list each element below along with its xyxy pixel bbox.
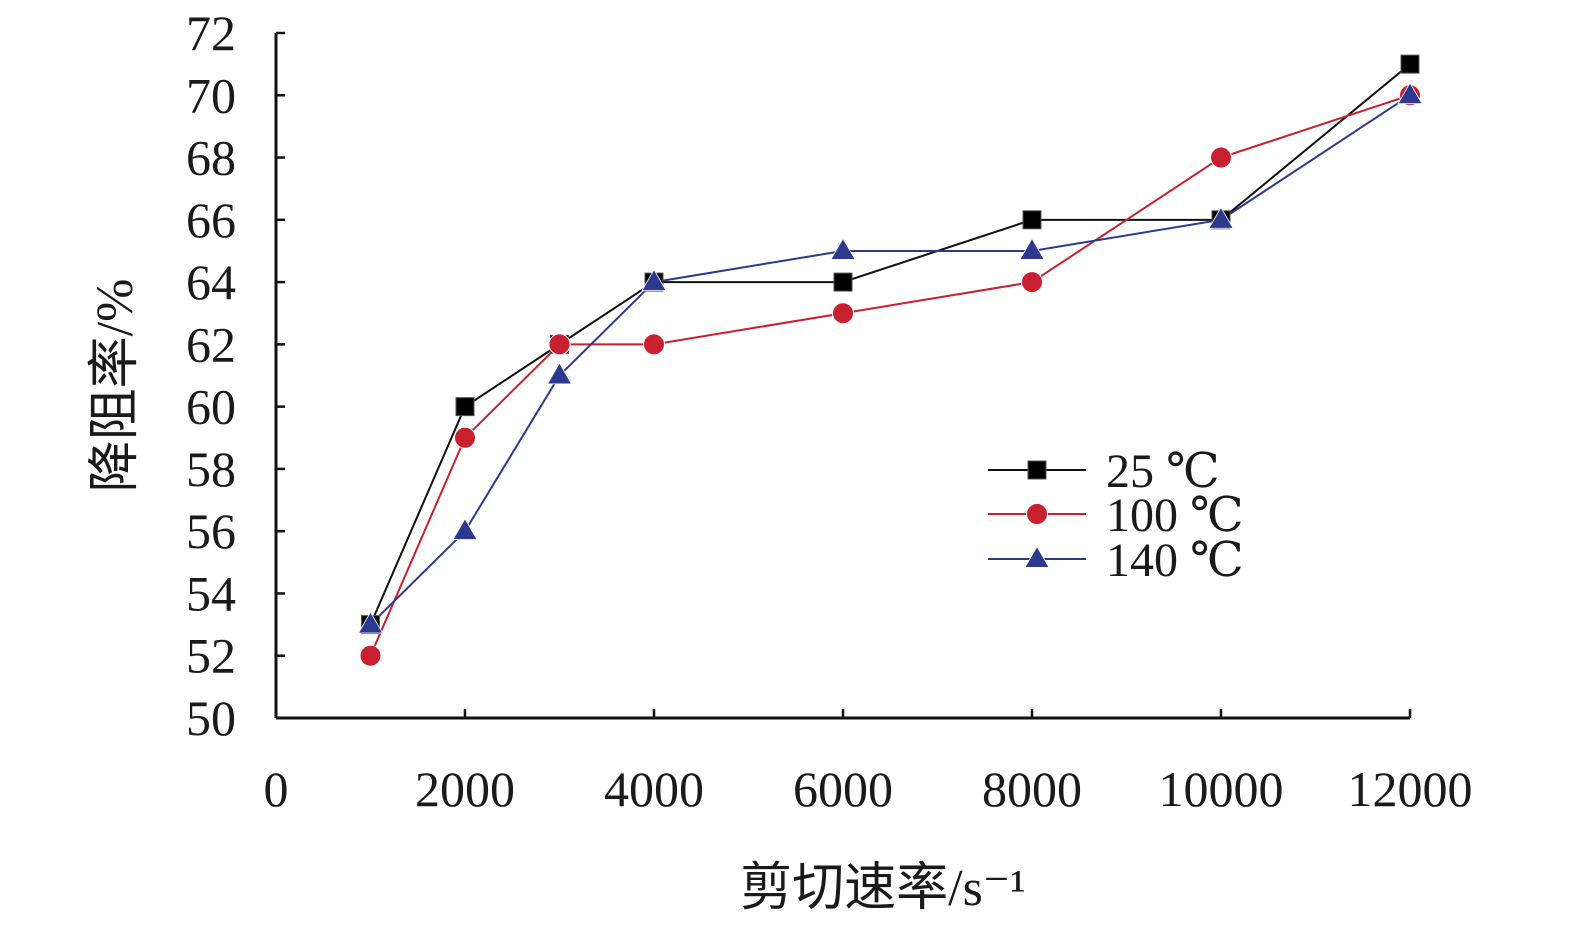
data-point bbox=[1400, 54, 1420, 74]
y-axis-title: 降阻率/% bbox=[87, 279, 144, 493]
x-tick-label: 4000 bbox=[604, 761, 704, 817]
data-point bbox=[1208, 206, 1234, 229]
x-tick-label: 2000 bbox=[415, 761, 515, 817]
x-tick-label: 6000 bbox=[793, 761, 893, 817]
y-tick-label: 64 bbox=[186, 254, 236, 310]
y-tick-label: 56 bbox=[186, 503, 236, 559]
y-tick-label: 72 bbox=[186, 5, 236, 61]
data-point bbox=[359, 644, 382, 667]
data-point bbox=[1210, 146, 1232, 169]
data-point bbox=[452, 517, 478, 540]
y-tick-label: 62 bbox=[186, 316, 236, 372]
data-point bbox=[357, 611, 384, 634]
data-point bbox=[454, 426, 476, 449]
data-point bbox=[830, 237, 856, 260]
x-axis-title: 剪切速率/s⁻¹ bbox=[740, 860, 1026, 917]
data-point bbox=[1019, 237, 1045, 260]
data-point bbox=[455, 397, 475, 417]
legend-marker bbox=[1024, 545, 1050, 568]
data-point bbox=[641, 268, 667, 291]
legend-label: 25 ℃ bbox=[1106, 445, 1220, 498]
series-line bbox=[369, 94, 1411, 626]
data-point bbox=[546, 362, 573, 385]
y-tick-label: 52 bbox=[186, 628, 236, 684]
data-point bbox=[548, 333, 571, 356]
legend-marker bbox=[1027, 460, 1047, 480]
x-tick-label: 8000 bbox=[982, 761, 1082, 817]
data-point bbox=[1022, 210, 1042, 230]
x-tick-label: 10000 bbox=[1159, 761, 1284, 817]
y-tick-label: 66 bbox=[186, 192, 236, 248]
x-tick-label: 12000 bbox=[1348, 761, 1473, 817]
data-point bbox=[643, 333, 665, 356]
y-tick-label: 58 bbox=[186, 441, 236, 497]
data-point bbox=[833, 272, 853, 292]
series-line bbox=[369, 94, 1411, 657]
data-point bbox=[1397, 82, 1423, 105]
y-tick-label: 54 bbox=[186, 565, 236, 621]
y-tick-label: 60 bbox=[186, 379, 236, 435]
legend-label: 100 ℃ bbox=[1106, 489, 1244, 542]
axes bbox=[274, 33, 1410, 720]
series bbox=[357, 54, 1423, 667]
y-tick-label: 70 bbox=[186, 67, 236, 123]
series-line bbox=[369, 63, 1411, 625]
y-tick-label: 50 bbox=[186, 690, 236, 746]
legend-marker bbox=[1026, 503, 1048, 525]
ticks: 50 52 54 56 58 60 62 64 66 68 70 72 0 2000 4000 6000 800… bbox=[186, 5, 1473, 817]
data-point bbox=[832, 302, 854, 325]
legend-label: 140 ℃ bbox=[1106, 534, 1244, 587]
x-tick-label: 0 bbox=[264, 761, 289, 817]
y-tick-label: 68 bbox=[186, 130, 236, 186]
data-point bbox=[1021, 271, 1043, 294]
